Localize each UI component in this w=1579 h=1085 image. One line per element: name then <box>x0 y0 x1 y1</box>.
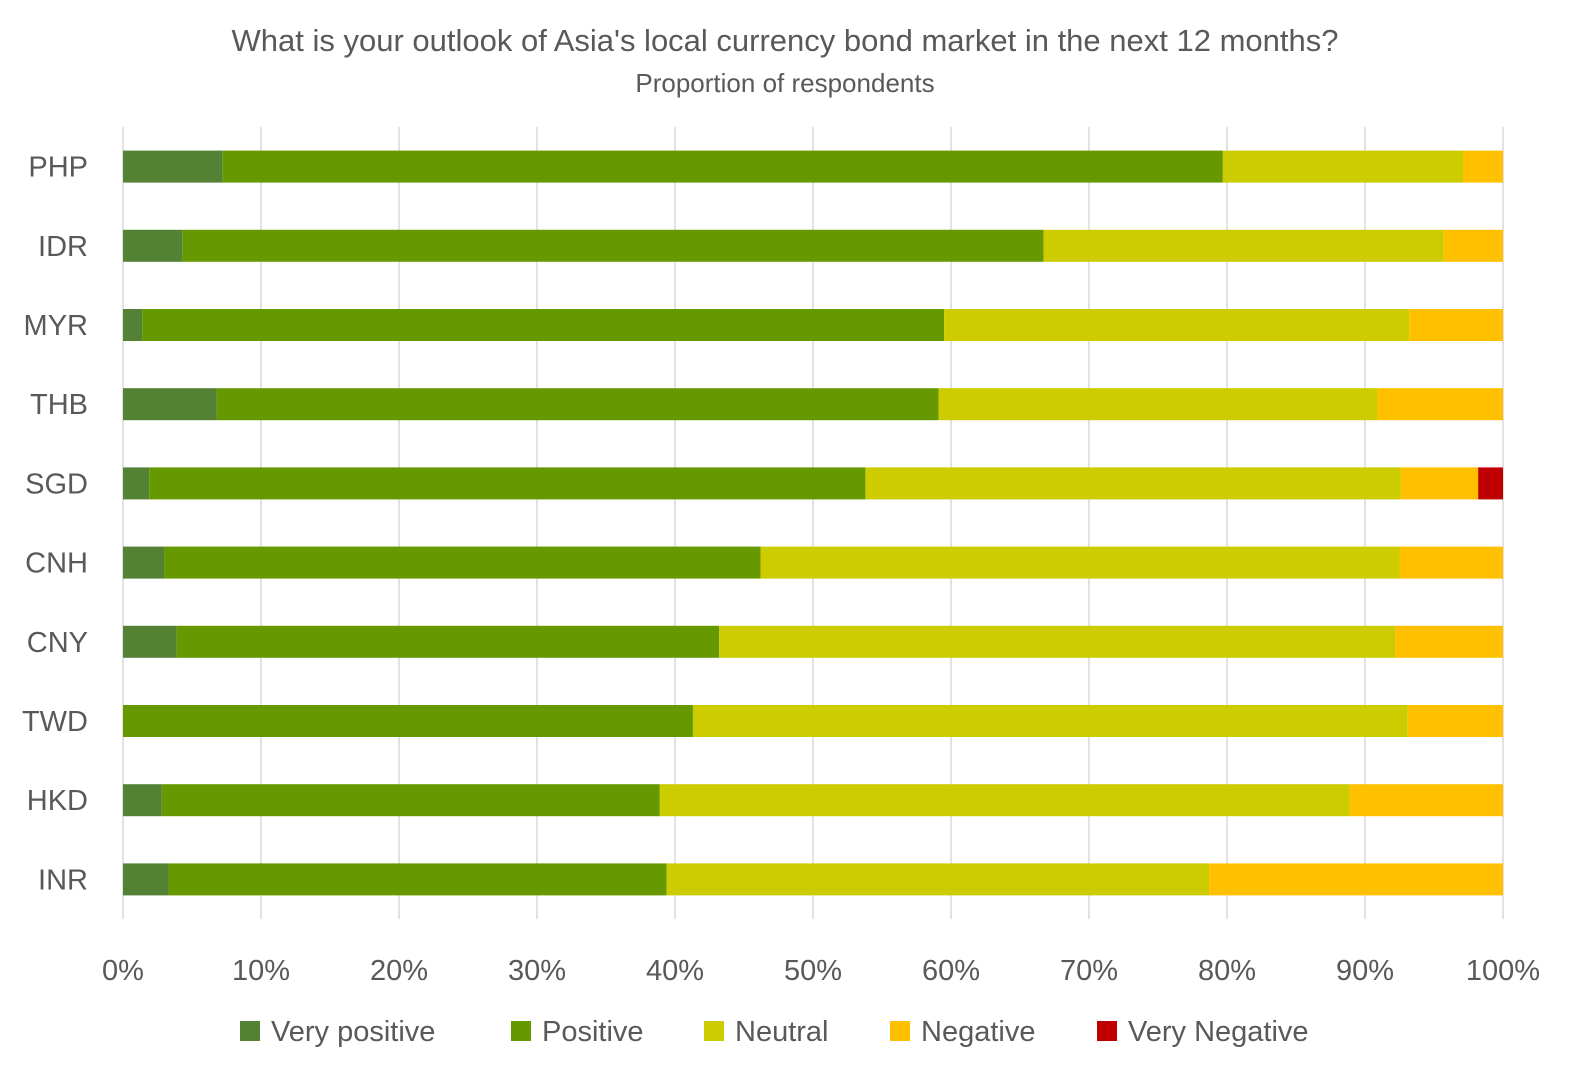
y-category-label: INR <box>38 864 88 896</box>
legend-label: Negative <box>921 1016 1035 1048</box>
chart-title: What is your outlook of Asia's local cur… <box>232 23 1339 58</box>
bar-segment <box>123 467 150 500</box>
bar-segment <box>123 546 165 579</box>
legend-swatch <box>240 1021 260 1041</box>
bar-segment <box>168 863 667 896</box>
bar-segment <box>1400 467 1479 500</box>
legend-swatch <box>1097 1021 1117 1041</box>
bar-segment <box>222 150 1223 183</box>
bar-segment <box>216 388 939 421</box>
x-tick-label: 50% <box>784 955 842 987</box>
y-category-label: MYR <box>24 310 88 342</box>
bar-segment <box>123 863 169 896</box>
bar-segment <box>123 625 177 658</box>
y-category-label: THB <box>30 389 88 421</box>
bar-segment <box>1478 467 1503 500</box>
bar-segment <box>1395 625 1503 658</box>
legend-swatch <box>511 1021 531 1041</box>
bar-segment <box>149 467 866 500</box>
legend-label: Positive <box>542 1016 644 1048</box>
bar-segment <box>176 625 720 658</box>
bar-segment <box>161 784 660 817</box>
bar-segment <box>123 309 143 341</box>
bar-segment <box>123 150 223 183</box>
y-category-label: HKD <box>27 785 88 817</box>
y-category-label: CNH <box>25 548 88 580</box>
x-tick-label: 90% <box>1336 955 1394 987</box>
bar-segment <box>666 863 1210 896</box>
x-tick-label: 30% <box>508 955 566 987</box>
bar-segment <box>865 467 1401 500</box>
y-category-label: CNY <box>27 627 88 659</box>
y-category-label: SGD <box>25 468 88 500</box>
bar-segment <box>1377 388 1503 421</box>
legend-label: Very Negative <box>1128 1016 1309 1048</box>
x-tick-label: 10% <box>232 955 290 987</box>
bar-segment <box>719 625 1396 658</box>
bar-segment <box>659 784 1350 817</box>
bar-segment <box>123 229 183 262</box>
category-axis: PHP IDR MYR THB SGD CNH CNY TWD HKD INR <box>22 152 88 897</box>
bar-segment <box>1043 229 1444 262</box>
bar-segment <box>1399 546 1503 579</box>
bar-segment <box>1409 309 1503 341</box>
bar-segment <box>123 705 693 737</box>
x-tick-label: 0% <box>102 955 144 987</box>
bar-segment <box>123 784 162 817</box>
bar-segment <box>1407 705 1503 737</box>
bar-segment <box>142 309 945 341</box>
x-tick-label: 100% <box>1466 955 1540 987</box>
x-tick-label: 20% <box>370 955 428 987</box>
x-tick-label: 60% <box>922 955 980 987</box>
bar-segment <box>182 229 1044 262</box>
y-category-label: IDR <box>38 231 88 263</box>
bar-segment <box>164 546 761 579</box>
bar-segment <box>1209 863 1503 896</box>
bar-segment <box>1443 229 1503 262</box>
legend-label: Very positive <box>271 1016 435 1048</box>
chart-subtitle: Proportion of respondents <box>635 68 934 98</box>
bar-segment <box>692 705 1408 737</box>
bar-segment <box>123 388 217 421</box>
bar-segment <box>1349 784 1503 817</box>
x-tick-label: 40% <box>646 955 704 987</box>
bar-segment <box>1462 150 1503 183</box>
legend-swatch <box>890 1021 910 1041</box>
legend-swatch <box>704 1021 724 1041</box>
legend-label: Neutral <box>735 1016 829 1048</box>
bars <box>123 150 1503 896</box>
x-tick-label: 70% <box>1060 955 1118 987</box>
y-category-label: TWD <box>22 706 88 738</box>
bar-segment <box>944 309 1410 341</box>
value-axis: 0% 10% 20% 30% 40% 50% 60% 70% 80% 90% 100% <box>102 955 1540 987</box>
y-category-label: PHP <box>28 152 88 184</box>
bar-segment <box>938 388 1378 421</box>
bar-segment <box>760 546 1400 579</box>
bar-segment <box>1222 150 1463 183</box>
x-tick-label: 80% <box>1198 955 1256 987</box>
legend: Very positive Positive Neutral Negative Very… <box>240 1016 1309 1048</box>
